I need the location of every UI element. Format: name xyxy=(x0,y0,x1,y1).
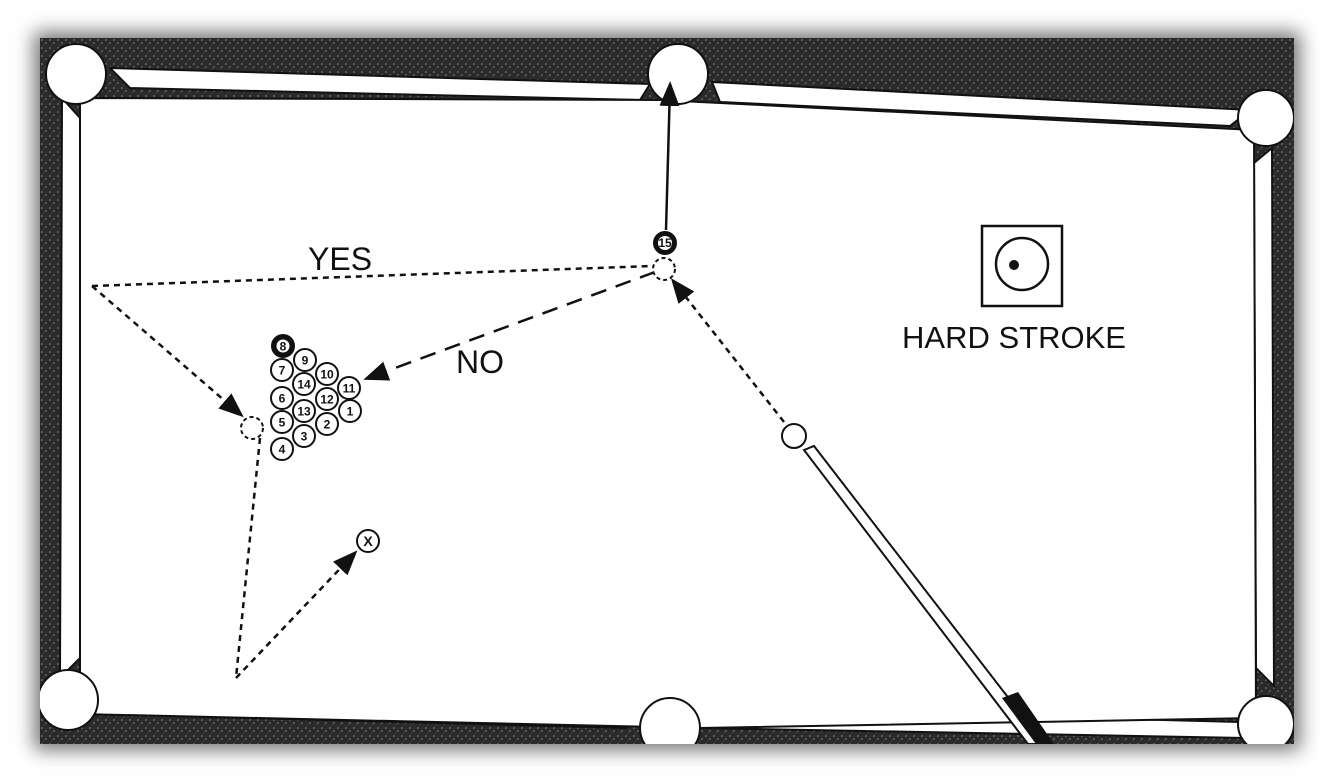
rack-ball-label: 2 xyxy=(324,418,331,432)
object-ball-label: 15 xyxy=(658,236,672,250)
rack-ball-label: 6 xyxy=(279,392,286,406)
pool-table-diagram: 15 8 9 7 10 14 11 6 12 13 1 5 2 3 4 X YES NO HARD STR… xyxy=(40,38,1294,744)
ball-rack: 8 9 7 10 14 11 6 12 13 1 5 2 3 4 xyxy=(270,334,362,461)
rack-ball-2: 2 xyxy=(315,412,339,436)
rack-ball-14: 14 xyxy=(292,372,316,396)
cushion-right xyxy=(1252,145,1276,689)
rack-ball-label: 5 xyxy=(279,416,286,430)
rack-ball-10: 10 xyxy=(315,362,339,386)
cue-ball xyxy=(781,423,807,449)
rack-ball-label: 14 xyxy=(297,378,311,392)
pocket-top-right xyxy=(1237,89,1294,147)
pocket-bottom-left xyxy=(40,669,99,731)
rack-ball-11: 11 xyxy=(337,376,361,400)
rack-ball-7: 7 xyxy=(270,358,294,382)
pocket-top-left xyxy=(45,43,107,105)
cushion-top-right xyxy=(710,80,1253,128)
rack-ball-label: 13 xyxy=(297,405,311,419)
pocket-bottom-middle xyxy=(639,697,701,744)
rack-ball-4: 4 xyxy=(270,437,294,461)
shot-paths xyxy=(91,264,785,679)
object-ball-15: 15 xyxy=(653,231,677,255)
rack-ball-8: 8 xyxy=(271,334,295,358)
rebound-path-down xyxy=(234,437,262,679)
cue-stick xyxy=(802,444,1054,744)
object-ball-path xyxy=(659,81,680,231)
pocket-top-middle xyxy=(647,43,709,105)
yes-path-line xyxy=(91,264,653,288)
rack-ball-label: 4 xyxy=(279,443,286,457)
rack-ball-label: 8 xyxy=(280,340,287,354)
cue-tip-contact-dot xyxy=(1009,260,1019,270)
rack-ball-label: 9 xyxy=(302,354,309,368)
pocket-bottom-right xyxy=(1237,695,1294,744)
target-x-label: X xyxy=(363,533,373,549)
rack-ball-label: 12 xyxy=(320,393,334,407)
rack-ball-label: 11 xyxy=(343,382,356,396)
rack-ball-12: 12 xyxy=(315,387,339,411)
rack-ball-label: 7 xyxy=(279,364,286,378)
rack-ball-6: 6 xyxy=(270,386,294,410)
rack-ball-5: 5 xyxy=(270,410,294,434)
rack-ball-9: 9 xyxy=(293,348,317,372)
hard-stroke-indicator xyxy=(980,224,1064,308)
rack-ball-13: 13 xyxy=(292,399,316,423)
rack-ball-label: 3 xyxy=(301,430,308,444)
hard-stroke-label: HARD STROKE xyxy=(902,320,1126,355)
ghost-ball-contact xyxy=(652,257,676,281)
no-label: NO xyxy=(456,344,504,380)
rack-ball-label: 1 xyxy=(347,405,354,419)
cushion-left xyxy=(58,95,81,681)
rack-ball-1: 1 xyxy=(338,399,362,423)
ghost-ball-rack xyxy=(240,416,264,440)
cue-tip-ball-icon xyxy=(994,236,1050,292)
yes-label: YES xyxy=(308,241,372,277)
cue-ball-path xyxy=(670,278,785,423)
target-x-mark: X xyxy=(356,529,380,553)
rack-ball-label: 10 xyxy=(320,368,334,382)
rack-ball-3: 3 xyxy=(292,424,316,448)
